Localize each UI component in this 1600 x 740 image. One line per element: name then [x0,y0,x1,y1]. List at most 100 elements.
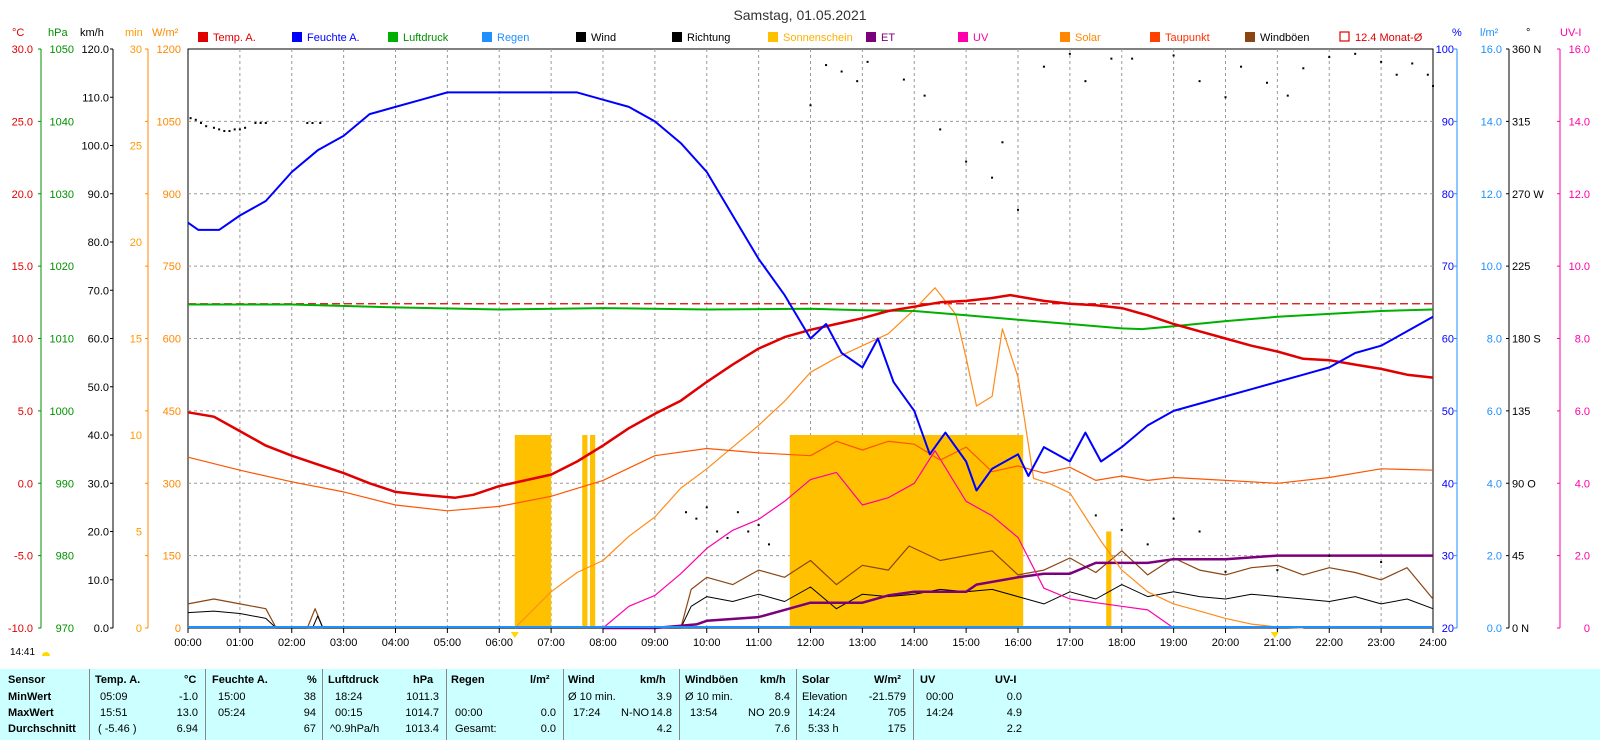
unit-label: l/m² [1480,27,1499,39]
max-temp-value: 13.0 [176,707,198,719]
series-temp-a- [187,293,1434,499]
time-tick: 10:00 [693,637,721,649]
direction-dot [923,94,926,97]
wind-axis-tick: 0.0 [94,623,109,635]
sun-axis-tick: 5 [136,527,142,539]
uv-axis-tick: 16.0 [1569,44,1590,56]
direction-dot [866,60,869,63]
direction-dot [757,524,760,527]
pressure-axis-tick: 1030 [50,189,74,201]
direction-dot [726,536,729,539]
direction-dot [199,121,202,124]
avg-press-value: 1013.4 [405,723,439,735]
max-hum-value: 94 [303,707,316,719]
legend-label: Richtung [687,32,730,44]
legend-swatch [576,32,586,42]
min-uv-time: 00:00 [926,691,954,703]
humidity-axis-tick: 100 [1436,44,1454,56]
unit-label: °C [12,27,24,39]
col-solar: Solar [802,674,830,686]
direction-dot [1172,517,1175,520]
min-press-value: 1011.3 [406,691,439,703]
unit-label: W/m² [152,27,179,39]
legend-swatch [482,32,492,42]
direction-dot [1172,54,1175,57]
legend-label: Sonnenschein [783,32,853,44]
min-press-time: 18:24 [335,691,363,703]
sunshine-bars [514,435,1112,628]
col-press-unit: hPa [413,674,434,686]
temp-axis-tick: 25.0 [12,116,33,128]
avg-rain-value: 0.0 [540,723,556,735]
pressure-axis-tick: 1010 [50,334,74,346]
direction-dot [205,125,208,128]
direction-dot [705,506,708,509]
uv-axis-tick: 6.0 [1575,406,1590,418]
direction-dot [1240,65,1243,68]
sun-axis-tick: 10 [130,430,142,442]
sun-marker [1270,632,1279,638]
sunshine-bar [582,435,588,628]
direction-dot [233,128,236,131]
time-tick: 18:00 [1108,637,1136,649]
divider [322,669,323,740]
sunshine-bar [789,435,1024,628]
divider [913,669,914,740]
divider [446,669,447,740]
series-windb-en [187,545,1434,629]
temp-axis-tick: 0.0 [18,478,33,490]
time-tick: 14:00 [900,637,928,649]
col-hum: Feuchte A. [212,674,268,686]
series-taupunkt [187,440,1434,512]
unit-label: UV-I [1560,27,1581,39]
uv-axis-tick: 12.0 [1569,189,1590,201]
legend-swatch [292,32,302,42]
wind-axis-tick: 10.0 [88,575,109,587]
direction-dot [194,118,197,121]
direction-dot [228,130,231,133]
solar-axis-tick: 1050 [157,116,181,128]
direction-dot [768,543,770,546]
time-tick: 05:00 [434,637,462,649]
chart-title: Samstag, 01.05.2021 [733,7,866,23]
legend-label: 12.4 Monat-Ø [1355,32,1423,44]
min-hum-time: 15:00 [218,691,246,703]
divider [563,669,564,740]
rain-axis-tick: 2.0 [1487,551,1502,563]
legend-label: Luftdruck [403,32,449,44]
pressure-axis-tick: 1020 [50,261,74,273]
direction-dot [1432,84,1434,87]
direction-dot [189,117,192,120]
min-temp-value: -1.0 [179,691,198,703]
direction-dot [1380,561,1383,564]
sun-axis-tick: 25 [130,141,142,153]
temp-axis-tick: 15.0 [12,261,33,273]
direction-dot [1266,81,1268,84]
max-solar-value: 705 [887,707,906,719]
uv-axis-tick: 14.0 [1569,116,1590,128]
time-tick: 06:00 [485,637,513,649]
max-hum-time: 05:24 [218,707,246,719]
temp-axis-tick: 5.0 [18,406,33,418]
pressure-axis-tick: 1040 [50,116,74,128]
temp-axis-tick: 10.0 [12,334,33,346]
direction-dot [1302,67,1305,70]
wind-axis-tick: 50.0 [88,382,109,394]
pressure-axis-tick: 970 [56,623,74,635]
divider [89,669,90,740]
max-solar-time: 14:24 [808,707,836,719]
pressure-axis-tick: 1000 [50,406,74,418]
time-tick: 09:00 [641,637,669,649]
time-tick: 24:00 [1419,637,1447,649]
direction-dot [238,128,241,131]
direction-dot [991,176,994,179]
direction-axis-tick: 45 [1512,551,1524,563]
time-tick: 01:00 [226,637,254,649]
time-tick: 19:00 [1160,637,1188,649]
time-tick: 17:00 [1056,637,1084,649]
max-gust-value: 20.9 [768,707,790,719]
direction-dot [1411,62,1414,65]
rain-axis-tick: 0.0 [1487,623,1502,635]
humidity-axis-tick: 50 [1442,406,1454,418]
solar-axis-tick: 150 [163,551,181,563]
